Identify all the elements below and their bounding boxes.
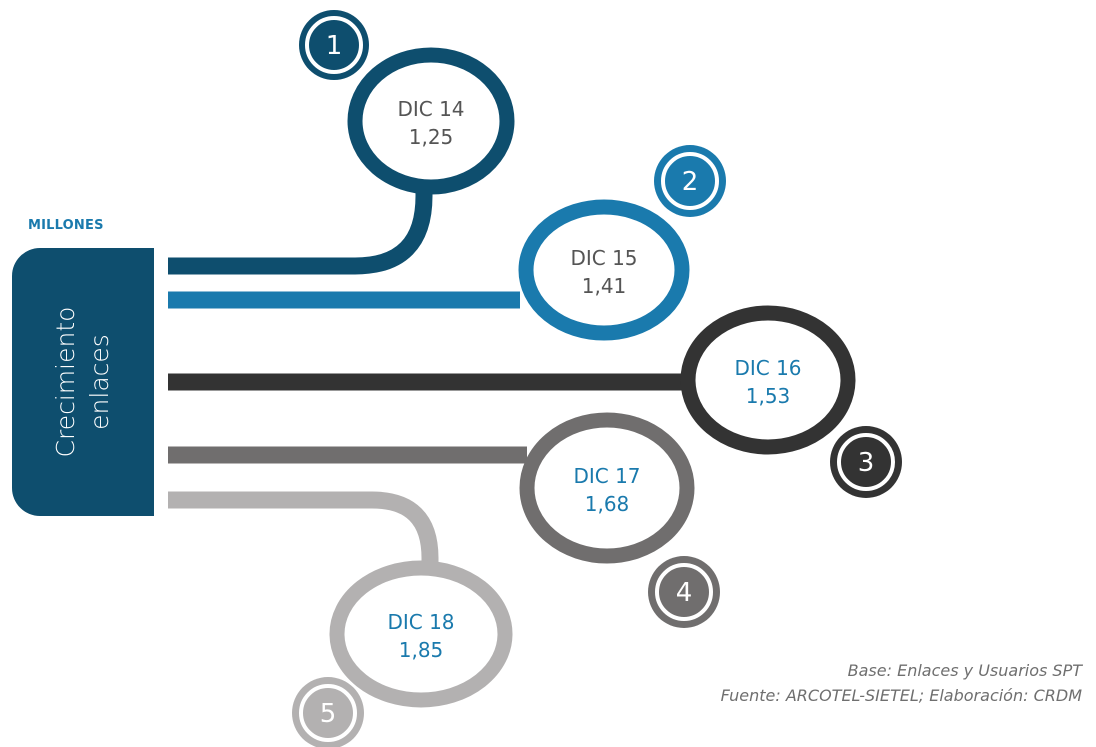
stage-2-period: DIC 15 — [570, 246, 637, 270]
stage-5-badge: 5 — [292, 677, 364, 747]
stage-2-ring — [518, 199, 690, 341]
unit-label: MILLONES — [28, 218, 104, 233]
stage-3-value: 1,53 — [746, 384, 791, 408]
footnote-source: Fuente: ARCOTEL-SIETEL; Elaboración: CRD… — [720, 686, 1082, 705]
stage-4-value: 1,68 — [585, 492, 630, 516]
stage-4-badge: 4 — [648, 556, 720, 628]
stage-1-ring — [347, 47, 515, 195]
stage-5-branch — [168, 491, 439, 568]
stage-4-period: DIC 17 — [573, 464, 640, 488]
stage-3: DIC 16 1,53 3 — [168, 305, 902, 498]
stage-1-branch — [168, 186, 433, 275]
stage-1-period: DIC 14 — [397, 97, 464, 121]
stage-3-number: 3 — [858, 448, 875, 478]
stage-4: DIC 17 1,68 4 — [168, 412, 720, 628]
stage-3-ring — [680, 305, 856, 455]
stage-1-badge: 1 — [299, 10, 369, 80]
stage-2-number: 2 — [682, 167, 699, 197]
stage-5-period: DIC 18 — [387, 610, 454, 634]
footnote-base: Base: Enlaces y Usuarios SPT — [847, 661, 1082, 680]
stage-2-badge: 2 — [654, 145, 726, 217]
stage-2-value: 1,41 — [582, 274, 627, 298]
stage-4-ring — [519, 412, 695, 564]
stage-5-ring — [329, 560, 513, 708]
stage-1-value: 1,25 — [409, 125, 454, 149]
stage-4-number: 4 — [676, 578, 693, 608]
stage-3-period: DIC 16 — [734, 356, 801, 380]
footnote: Base: Enlaces y Usuarios SPT Fuente: ARC… — [721, 658, 1082, 708]
stage-5-number: 5 — [320, 699, 337, 729]
stage-5: DIC 18 1,85 5 — [168, 491, 513, 747]
stage-1: DIC 14 1,25 1 — [168, 10, 515, 275]
side-panel: Crecimiento enlaces — [12, 248, 154, 516]
stage-1-number: 1 — [326, 31, 343, 61]
stage-3-badge: 3 — [830, 426, 902, 498]
stage-2: DIC 15 1,41 2 — [168, 145, 726, 341]
stage-5-value: 1,85 — [399, 638, 444, 662]
